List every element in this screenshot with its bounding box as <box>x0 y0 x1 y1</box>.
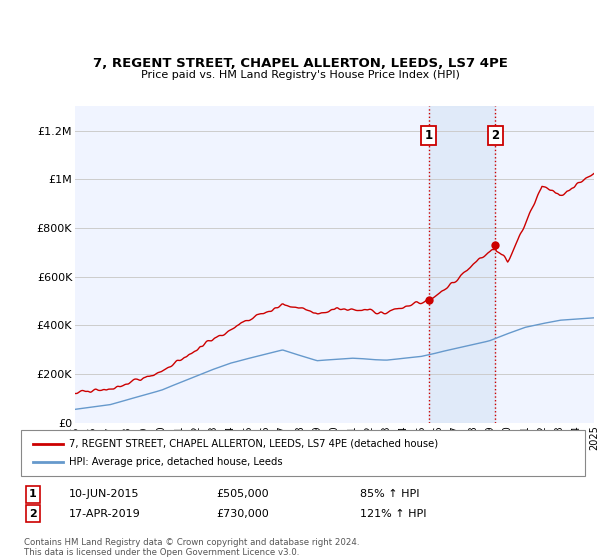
Text: 7, REGENT STREET, CHAPEL ALLERTON, LEEDS, LS7 4PE (detached house): 7, REGENT STREET, CHAPEL ALLERTON, LEEDS… <box>69 439 438 449</box>
Text: Price paid vs. HM Land Registry's House Price Index (HPI): Price paid vs. HM Land Registry's House … <box>140 70 460 80</box>
Text: 2: 2 <box>491 129 499 142</box>
Text: 17-APR-2019: 17-APR-2019 <box>69 508 141 519</box>
Text: 1: 1 <box>425 129 433 142</box>
Text: 7, REGENT STREET, CHAPEL ALLERTON, LEEDS, LS7 4PE: 7, REGENT STREET, CHAPEL ALLERTON, LEEDS… <box>92 57 508 70</box>
Text: £730,000: £730,000 <box>216 508 269 519</box>
Text: 121% ↑ HPI: 121% ↑ HPI <box>360 508 427 519</box>
Text: 1: 1 <box>29 489 37 500</box>
Text: 2: 2 <box>29 508 37 519</box>
Text: 10-JUN-2015: 10-JUN-2015 <box>69 489 139 500</box>
Text: HPI: Average price, detached house, Leeds: HPI: Average price, detached house, Leed… <box>69 457 283 467</box>
Text: Contains HM Land Registry data © Crown copyright and database right 2024.
This d: Contains HM Land Registry data © Crown c… <box>24 538 359 557</box>
Text: 85% ↑ HPI: 85% ↑ HPI <box>360 489 419 500</box>
Bar <box>428 106 495 423</box>
Text: £505,000: £505,000 <box>216 489 269 500</box>
